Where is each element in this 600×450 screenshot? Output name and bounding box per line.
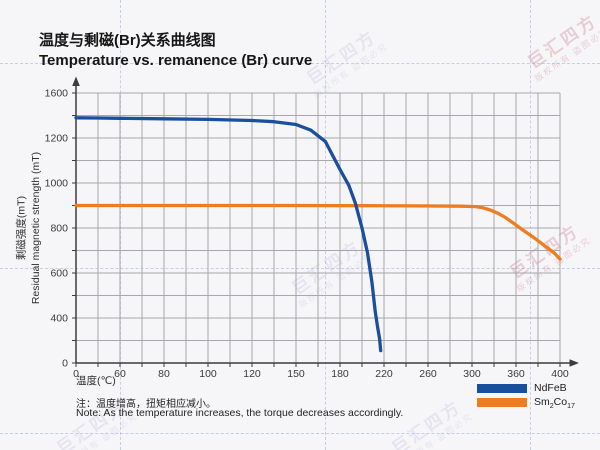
x-tick-label: 80 bbox=[158, 368, 170, 380]
x-tick-label: 100 bbox=[199, 368, 217, 380]
axes bbox=[72, 84, 572, 367]
legend-item-ndfeb: NdFeB bbox=[477, 382, 575, 395]
x-axis-title: 温度(℃) bbox=[76, 375, 116, 387]
legend-item-sm2co17: Sm2Co17 bbox=[477, 396, 575, 411]
y-tick-label: 800 bbox=[50, 223, 68, 235]
legend: NdFeB Sm2Co17 bbox=[477, 382, 575, 410]
x-tick-label: 360 bbox=[507, 368, 525, 380]
guide-line bbox=[325, 0, 326, 450]
x-tick-label: 60 bbox=[114, 368, 126, 380]
chart-title-zh: 温度与剩磁(Br)关系曲线图 bbox=[39, 32, 216, 49]
guide-line bbox=[0, 433, 600, 434]
legend-label: Sm2Co17 bbox=[534, 396, 575, 411]
y-tick-label: 0 bbox=[62, 358, 68, 370]
legend-swatch-ndfeb bbox=[477, 384, 527, 393]
note-zh: 注：温度增高，扭矩相应减小。 bbox=[76, 399, 216, 410]
grid-lines bbox=[75, 92, 561, 364]
y-tick-label: 1200 bbox=[45, 133, 69, 145]
y-tick-label: 400 bbox=[50, 313, 68, 325]
guide-line bbox=[530, 0, 531, 450]
x-tick-label: 220 bbox=[375, 368, 393, 380]
x-tick-label: 120 bbox=[243, 368, 261, 380]
legend-label: NdFeB bbox=[534, 382, 567, 395]
y-axis-arrow bbox=[72, 76, 80, 86]
y-tick-labels: 1600 1200 1000 800 600 400 0 bbox=[45, 88, 69, 370]
guide-line bbox=[0, 63, 600, 64]
ndfeb-curve bbox=[74, 116, 383, 353]
y-tick-label: 600 bbox=[50, 268, 68, 280]
x-tick-label: 400 bbox=[551, 368, 569, 380]
x-tick-label: 0 bbox=[73, 368, 79, 380]
x-tick-label: 260 bbox=[419, 368, 437, 380]
legend-swatch-sm2co17 bbox=[477, 398, 527, 407]
x-tick-label: 150 bbox=[287, 368, 305, 380]
note-en: Note: As the temperature increases, the … bbox=[76, 407, 404, 419]
y-tick-label: 1000 bbox=[45, 178, 69, 190]
y-tick-label: 1600 bbox=[45, 88, 69, 100]
x-tick-label: 180 bbox=[331, 368, 349, 380]
x-axis-arrow bbox=[569, 359, 579, 367]
x-tick-labels: 0 60 80 100 120 150 180 220 260 300 360 400 bbox=[73, 368, 569, 380]
chart-title-en: Temperature vs. remanence (Br) curve bbox=[39, 52, 313, 69]
guide-line bbox=[0, 268, 600, 269]
x-tick-label: 300 bbox=[463, 368, 481, 380]
sm2co17-curve bbox=[74, 203, 562, 261]
